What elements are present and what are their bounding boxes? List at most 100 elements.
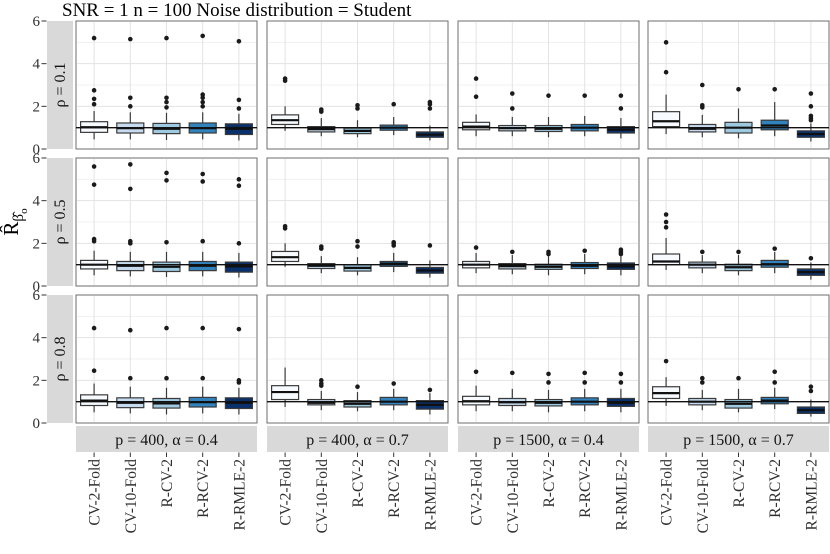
boxplot-r-rmle-2 xyxy=(796,91,826,142)
outlier-point xyxy=(91,368,97,374)
outlier-point xyxy=(546,249,551,255)
x-tick-label: CV-10-Fold xyxy=(123,459,140,534)
outlier-point xyxy=(236,241,242,246)
facet-panel-r1c4 xyxy=(647,20,830,150)
outlier-point xyxy=(128,186,133,192)
outlier-point xyxy=(128,95,133,101)
boxplot-r-rmle-2 xyxy=(606,93,636,139)
outlier-point xyxy=(128,375,133,381)
outlier-point xyxy=(663,225,669,230)
boxplot-r-cv-2 xyxy=(152,35,181,141)
boxplot-cv-2-fold xyxy=(271,223,300,267)
boxplot-r-cv-2 xyxy=(343,102,372,138)
outlier-point xyxy=(772,380,777,385)
outlier-point xyxy=(510,249,515,255)
boxplot-cv-10-fold xyxy=(116,327,145,414)
x-tick-label: CV-2-Fold xyxy=(278,459,295,526)
outlier-point xyxy=(164,239,169,245)
outlier-point xyxy=(91,96,97,102)
outlier-point xyxy=(355,102,360,108)
boxplot-r-rmle-2 xyxy=(224,38,253,141)
outlier-point xyxy=(736,86,741,92)
boxplot-cv-10-fold xyxy=(498,249,527,275)
outlier-point xyxy=(200,179,205,184)
facet-panel-r2c2 xyxy=(266,157,449,287)
outlier-point xyxy=(808,113,814,119)
outlier-point xyxy=(618,380,624,385)
boxplot-r-rcv-2 xyxy=(379,239,408,273)
outlier-point xyxy=(200,104,205,109)
facet-panel-r2c4 xyxy=(647,157,830,287)
box-iqr xyxy=(651,253,681,266)
y-tick-label: 4 xyxy=(33,331,41,347)
outlier-point xyxy=(582,370,587,376)
row-facet-strip xyxy=(47,295,73,423)
outlier-point xyxy=(164,105,169,110)
outlier-point xyxy=(473,369,479,375)
x-tick-label: R-CV-2 xyxy=(350,459,367,508)
outlier-point xyxy=(91,164,97,169)
x-tick-label: R-CV-2 xyxy=(731,459,748,508)
x-tick-label: R-RCV-2 xyxy=(577,459,594,518)
y-tick-label: 0 xyxy=(33,279,41,295)
row-facet-strip xyxy=(47,21,73,149)
outlier-point xyxy=(164,99,169,105)
outlier-point xyxy=(319,378,324,383)
boxplot-r-cv-2 xyxy=(152,325,181,415)
boxplot-cv-2-fold xyxy=(271,367,300,407)
outlier-point xyxy=(164,375,169,381)
outlier-point xyxy=(663,69,669,75)
outlier-point xyxy=(91,236,97,242)
outlier-point xyxy=(236,97,242,103)
y-tick-label: 2 xyxy=(33,99,41,115)
outlier-point xyxy=(700,249,705,255)
outlier-point xyxy=(319,107,324,112)
outlier-point xyxy=(700,375,705,381)
boxplot-r-cv-2 xyxy=(724,375,753,413)
boxplot-r-cv-2 xyxy=(343,384,372,412)
outlier-point xyxy=(808,255,814,261)
col-facet-label: p = 1500, α = 0.4 xyxy=(493,432,603,449)
outlier-point xyxy=(391,381,397,386)
outlier-point xyxy=(663,40,669,45)
outlier-point xyxy=(618,93,624,98)
boxplot-cv-2-fold xyxy=(651,358,681,406)
outlier-point xyxy=(200,95,205,101)
outlier-point xyxy=(772,86,777,92)
outlier-point xyxy=(236,177,242,182)
boxplot-r-rmle-2 xyxy=(415,243,444,278)
facet-panel-r3c2 xyxy=(266,294,449,424)
x-tick-label: R-RMLE-2 xyxy=(231,459,248,530)
outlier-point xyxy=(355,244,360,249)
boxplot-r-rcv-2 xyxy=(188,171,217,277)
x-tick-label: R-CV-2 xyxy=(541,459,558,508)
x-tick-label: CV-2-Fold xyxy=(659,459,676,526)
outlier-point xyxy=(200,325,205,331)
outlier-point xyxy=(236,326,242,332)
x-tick-label: CV-10-Fold xyxy=(505,459,522,534)
facet-panel-r2c1 xyxy=(75,157,258,287)
chart-title: SNR = 1 n = 100 Noise distribution = Stu… xyxy=(62,0,412,21)
outlier-point xyxy=(91,101,97,107)
x-tick-label: R-CV-2 xyxy=(159,459,176,508)
outlier-point xyxy=(663,358,669,364)
boxplot-r-cv-2 xyxy=(152,170,181,278)
outlier-point xyxy=(663,212,669,217)
outlier-point xyxy=(200,375,205,381)
outlier-point xyxy=(236,378,242,383)
outlier-point xyxy=(91,182,97,187)
outlier-point xyxy=(736,249,741,255)
outlier-point xyxy=(164,95,169,101)
facet-panel-r1c3 xyxy=(457,20,640,150)
boxplot-r-rcv-2 xyxy=(760,369,789,410)
outlier-point xyxy=(128,238,133,244)
outlier-point xyxy=(546,380,551,385)
outlier-point xyxy=(618,106,624,111)
y-axis-title: R̂β̂o xyxy=(0,208,30,236)
boxplot-r-rmle-2 xyxy=(796,384,826,417)
boxplot-cv-2-fold xyxy=(462,76,491,137)
outlier-point xyxy=(473,245,479,250)
outlier-point xyxy=(808,384,814,390)
